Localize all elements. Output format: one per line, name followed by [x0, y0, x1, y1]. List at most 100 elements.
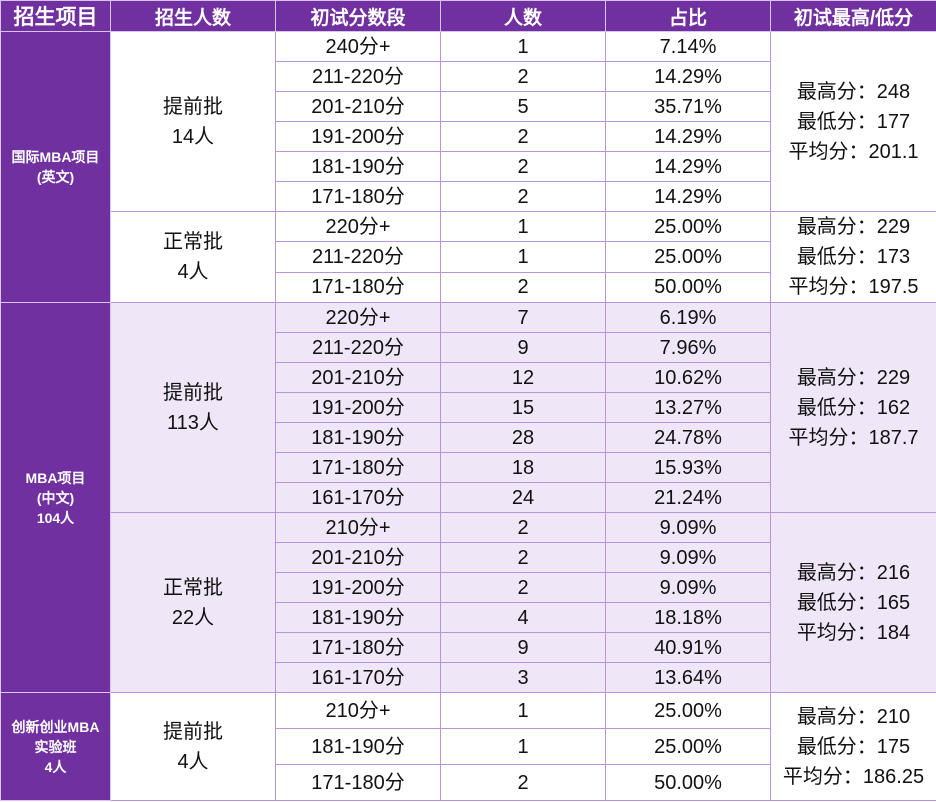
table-row: 211-220分 1 25.00%: [1, 241, 936, 273]
count-cell: 28: [440, 422, 606, 453]
project-line: (英文): [36, 169, 75, 185]
count-cell: 1: [440, 210, 606, 243]
project-line: 国际MBA项目: [11, 149, 100, 165]
batch-name: 提前批: [163, 381, 223, 404]
header-cell-score-range: 初试分数段: [275, 0, 441, 32]
score-range-cell: 201-210分: [275, 542, 441, 573]
count-cell: 2: [440, 61, 606, 92]
ratio-cell: 25.00%: [605, 692, 771, 729]
count-cell: 2: [440, 572, 606, 603]
ratio-cell: 14.29%: [605, 151, 771, 182]
table-row: 171-180分 2 50.00%: [1, 764, 936, 801]
stats-line: 平均分：186.25: [782, 765, 925, 788]
table-row: 191-200分 2 9.09%: [1, 572, 936, 603]
stats-cell: 最高分：229 最低分：162 平均分：187.7: [770, 302, 936, 513]
stats-line: 最低分：162: [796, 396, 911, 419]
score-range-cell: 171-180分: [275, 764, 441, 801]
ratio-cell: 50.00%: [605, 764, 771, 801]
count-cell: 1: [440, 692, 606, 729]
project-cell: MBA项目 (中文) 104人: [0, 302, 111, 693]
header-cell-project: 招生项目: [0, 0, 111, 32]
count-cell: 1: [440, 31, 606, 62]
count-cell: 15: [440, 392, 606, 423]
score-range-cell: 161-170分: [275, 482, 441, 513]
table-row: 191-200分 2 14.29%: [1, 121, 936, 152]
count-cell: 12: [440, 362, 606, 393]
table-row: 171-180分 9 40.91%: [1, 632, 936, 663]
header-cell-ratio: 占比: [605, 0, 771, 32]
stats-line: 最低分：175: [796, 735, 911, 758]
project-line: 实验班: [34, 738, 77, 755]
batch-count: 4人: [177, 750, 209, 773]
header-cell-count: 人数: [440, 0, 606, 32]
stats-line: 最高分：229: [796, 366, 911, 389]
ratio-cell: 14.29%: [605, 181, 771, 212]
table-row: 正常批 22人 210分+ 2 9.09% 最高分：216 最低分：165 平均分：184: [1, 512, 936, 693]
score-range-cell: 201-210分: [275, 362, 441, 393]
stats-cell: 最高分：210 最低分：175 平均分：186.25: [770, 692, 936, 801]
project-line: MBA项目: [25, 469, 86, 486]
count-cell: 2: [440, 181, 606, 212]
stats-line: 平均分：184: [796, 621, 911, 644]
score-range-cell: 220分+: [275, 302, 441, 333]
ratio-cell: 6.19%: [605, 302, 771, 333]
stats-line: 平均分：201.1: [788, 140, 919, 163]
table-row: 191-200分 15 13.27%: [1, 392, 936, 423]
ratio-cell: 15.93%: [605, 452, 771, 483]
ratio-cell: 25.00%: [605, 728, 771, 765]
batch-name: 正常批: [163, 576, 223, 599]
score-range-cell: 191-200分: [275, 121, 441, 152]
table-row: 国际MBA项目 (英文) 提前批 14人 240分+ 1 7.14% 最高分：248 最低分：1…: [0, 31, 936, 303]
count-cell: 2: [440, 121, 606, 152]
stats-line: 最高分：229: [796, 216, 911, 238]
ratio-cell: 50.00%: [605, 271, 771, 304]
score-range-cell: 191-200分: [275, 392, 441, 423]
table-body: 国际MBA项目 (英文) 提前批 14人 240分+ 1 7.14% 最高分：248 最低分：1…: [0, 31, 936, 801]
count-cell: 4: [440, 602, 606, 633]
table-row: 211-220分 9 7.96%: [1, 332, 936, 363]
score-range-cell: 181-190分: [275, 602, 441, 633]
ratio-cell: 10.62%: [605, 362, 771, 393]
score-range-cell: 171-180分: [275, 452, 441, 483]
table-row: 181-190分 28 24.78%: [1, 422, 936, 453]
stats-line: 平均分：197.5: [788, 276, 919, 298]
project-cell: 国际MBA项目 (英文): [0, 31, 111, 303]
stats-line: 最低分：177: [796, 110, 911, 133]
ratio-cell: 24.78%: [605, 422, 771, 453]
project-cell: 创新创业MBA 实验班 4人: [0, 692, 111, 801]
score-range-cell: 181-190分: [275, 422, 441, 453]
count-cell: 1: [440, 728, 606, 765]
count-cell: 5: [440, 91, 606, 122]
table-row: 201-210分 2 9.09%: [1, 542, 936, 573]
count-cell: 2: [440, 542, 606, 573]
ratio-cell: 7.96%: [605, 332, 771, 363]
table-row: 181-190分 2 14.29%: [1, 151, 936, 182]
stats-cell: 最高分：229 最低分：173 平均分：197.5: [770, 211, 936, 303]
table-row: 171-180分 18 15.93%: [1, 452, 936, 483]
batch-cell: 提前批 14人: [110, 31, 276, 212]
ratio-cell: 40.91%: [605, 632, 771, 663]
score-range-cell: 220分+: [275, 210, 441, 243]
score-range-cell: 211-220分: [275, 332, 441, 363]
stats-line: 最高分：216: [796, 561, 911, 584]
ratio-cell: 13.27%: [605, 392, 771, 423]
score-range-cell: 210分+: [275, 512, 441, 543]
batch-cell: 正常批 4人: [110, 211, 276, 303]
stats-line: 平均分：187.7: [788, 426, 919, 449]
score-range-cell: 171-180分: [275, 271, 441, 304]
count-cell: 9: [440, 332, 606, 363]
table-row: 181-190分 1 25.00%: [1, 728, 936, 765]
batch-count: 14人: [171, 125, 215, 148]
ratio-cell: 21.24%: [605, 482, 771, 513]
header-cell-enroll: 招生人数: [110, 0, 276, 32]
header-cell-stats: 初试最高/低分: [770, 0, 936, 32]
table-row: 211-220分 2 14.29%: [1, 61, 936, 92]
project-line: 104人: [36, 509, 75, 526]
count-cell: 2: [440, 151, 606, 182]
table-row: 161-170分 3 13.64%: [1, 662, 936, 693]
score-range-cell: 171-180分: [275, 181, 441, 212]
ratio-cell: 13.64%: [605, 662, 771, 693]
table-row: 正常批 4人 220分+ 1 25.00% 最高分：229 最低分：173 平均分：197.5: [1, 210, 936, 303]
project-line: 4人: [44, 758, 67, 775]
